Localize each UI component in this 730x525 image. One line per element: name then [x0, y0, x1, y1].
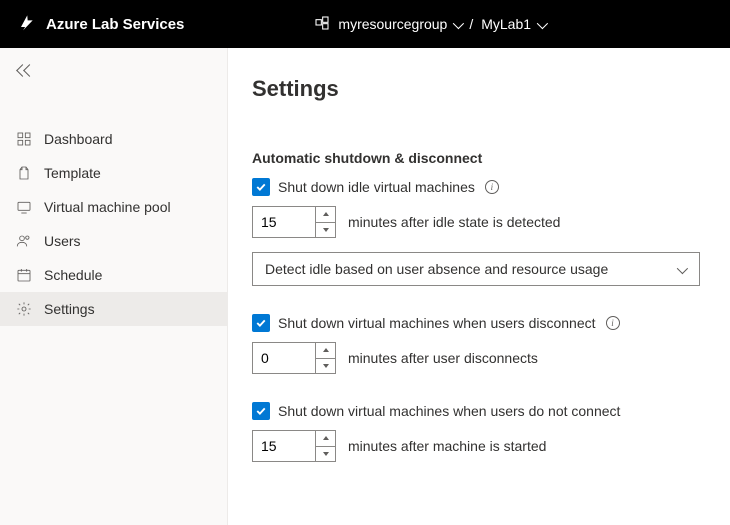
noconnect-label: Shut down virtual machines when users do… — [278, 403, 620, 419]
template-icon — [16, 165, 32, 181]
idle-label: Shut down idle virtual machines — [278, 179, 475, 195]
caret-up-icon — [323, 348, 329, 352]
spin-up-button[interactable] — [316, 343, 335, 359]
gear-icon — [16, 301, 32, 317]
spin-down-button[interactable] — [316, 359, 335, 374]
sidebar-collapse-button[interactable] — [0, 54, 227, 98]
idle-checkbox[interactable] — [252, 178, 270, 196]
breadcrumb-lab[interactable]: MyLab1 — [481, 16, 545, 32]
azure-icon — [16, 12, 36, 36]
disconnect-label: Shut down virtual machines when users di… — [278, 315, 596, 331]
brand: Azure Lab Services — [16, 12, 184, 36]
page-title: Settings — [252, 76, 706, 102]
sidebar-item-settings[interactable]: Settings — [0, 292, 227, 326]
double-chevron-left-icon — [18, 65, 34, 77]
calendar-icon — [16, 267, 32, 283]
section-title: Automatic shutdown & disconnect — [252, 150, 706, 166]
sidebar-item-label: Settings — [44, 301, 95, 317]
caret-down-icon — [323, 452, 329, 456]
sidebar-item-label: Schedule — [44, 267, 102, 283]
noconnect-minutes-spinbox[interactable] — [252, 430, 336, 462]
sidebar-item-dashboard[interactable]: Dashboard — [0, 122, 227, 156]
noconnect-hint: minutes after machine is started — [348, 438, 546, 454]
caret-down-icon — [323, 364, 329, 368]
sidebar-item-users[interactable]: Users — [0, 224, 227, 258]
sidebar: Dashboard Template Virtual machine pool … — [0, 48, 228, 525]
sidebar-item-label: Users — [44, 233, 81, 249]
idle-minutes-input[interactable] — [253, 207, 315, 237]
resource-group-icon — [314, 15, 330, 34]
disconnect-minutes-spinbox[interactable] — [252, 342, 336, 374]
chevron-down-icon — [537, 16, 545, 32]
sidebar-item-template[interactable]: Template — [0, 156, 227, 190]
idle-hint: minutes after idle state is detected — [348, 214, 560, 230]
sidebar-item-vmpool[interactable]: Virtual machine pool — [0, 190, 227, 224]
spin-up-button[interactable] — [316, 431, 335, 447]
info-icon[interactable]: i — [485, 180, 499, 194]
select-value: Detect idle based on user absence and re… — [265, 261, 608, 277]
brand-text: Azure Lab Services — [46, 16, 184, 33]
chevron-down-icon — [453, 16, 461, 32]
caret-up-icon — [323, 212, 329, 216]
breadcrumb-rg-label: myresourcegroup — [338, 16, 447, 32]
breadcrumb-resource-group[interactable]: myresourcegroup — [338, 16, 461, 32]
caret-down-icon — [323, 228, 329, 232]
idle-minutes-spinbox[interactable] — [252, 206, 336, 238]
sidebar-item-label: Dashboard — [44, 131, 113, 147]
disconnect-checkbox[interactable] — [252, 314, 270, 332]
noconnect-block: Shut down virtual machines when users do… — [252, 402, 706, 462]
caret-up-icon — [323, 436, 329, 440]
monitor-icon — [16, 199, 32, 215]
disconnect-hint: minutes after user disconnects — [348, 350, 538, 366]
info-icon[interactable]: i — [606, 316, 620, 330]
noconnect-checkbox[interactable] — [252, 402, 270, 420]
disconnect-minutes-input[interactable] — [253, 343, 315, 373]
breadcrumb-lab-label: MyLab1 — [481, 16, 531, 32]
users-icon — [16, 233, 32, 249]
breadcrumb-separator: / — [469, 16, 473, 32]
main-content: Settings Automatic shutdown & disconnect… — [228, 48, 730, 525]
spin-up-button[interactable] — [316, 207, 335, 223]
dashboard-icon — [16, 131, 32, 147]
breadcrumb: myresourcegroup / MyLab1 — [314, 15, 545, 34]
idle-detection-select[interactable]: Detect idle based on user absence and re… — [252, 252, 700, 286]
spin-down-button[interactable] — [316, 447, 335, 462]
sidebar-item-label: Template — [44, 165, 101, 181]
disconnect-block: Shut down virtual machines when users di… — [252, 314, 706, 374]
sidebar-item-schedule[interactable]: Schedule — [0, 258, 227, 292]
noconnect-minutes-input[interactable] — [253, 431, 315, 461]
spin-down-button[interactable] — [316, 223, 335, 238]
chevron-down-icon — [677, 261, 689, 277]
idle-block: Shut down idle virtual machines i minute… — [252, 178, 706, 286]
topbar: Azure Lab Services myresourcegroup / MyL… — [0, 0, 730, 48]
sidebar-item-label: Virtual machine pool — [44, 199, 171, 215]
